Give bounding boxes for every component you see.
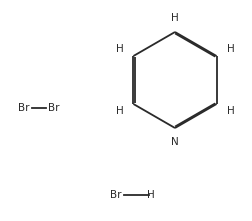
Text: Br: Br <box>48 103 60 113</box>
Text: H: H <box>115 106 123 116</box>
Text: H: H <box>226 44 234 54</box>
Text: H: H <box>170 13 178 23</box>
Text: H: H <box>147 190 154 200</box>
Text: Br: Br <box>18 103 29 113</box>
Text: N: N <box>170 137 178 147</box>
Text: H: H <box>115 44 123 54</box>
Text: Br: Br <box>110 190 121 200</box>
Text: H: H <box>226 106 234 116</box>
